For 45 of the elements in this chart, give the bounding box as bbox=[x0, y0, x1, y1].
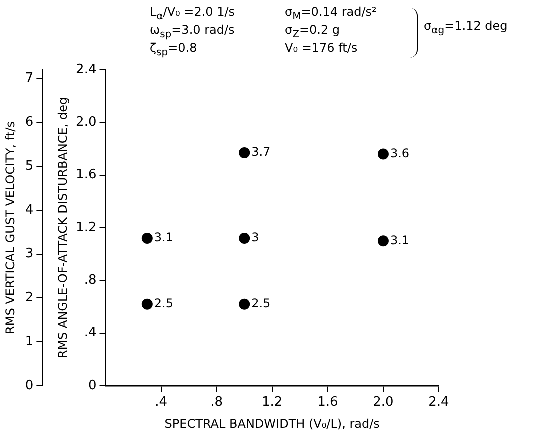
x-tick-label: 1.2 bbox=[262, 395, 283, 410]
y2-tick-label: 4 bbox=[25, 202, 34, 218]
y-tick-label: 1.6 bbox=[76, 168, 97, 183]
y2-tick-label: 6 bbox=[25, 115, 34, 130]
y2-axis-title: RMS VERTICAL GUST VELOCITY, ft/s bbox=[3, 122, 18, 334]
y2-tick-label: 1 bbox=[25, 334, 34, 350]
text: σ$_{M}$=0.14 rad/s² bbox=[285, 5, 377, 22]
point bbox=[239, 147, 250, 158]
x-axis-title: SPECTRAL BANDWIDTH (V₀/L), rad/s bbox=[164, 416, 380, 431]
text: ζ$_{sp}$=0.8 bbox=[150, 40, 198, 60]
y2-tick-label: 0 bbox=[25, 378, 34, 394]
point bbox=[378, 148, 389, 160]
y2-tick-label: 2 bbox=[25, 290, 34, 306]
x-tick-label: .8 bbox=[210, 395, 224, 410]
x-tick-label: 2.0 bbox=[373, 395, 394, 410]
y-axis-title: RMS ANGLE-OF-ATTACK DISTURBANCE, deg bbox=[56, 97, 70, 359]
y-tick-label: 2.0 bbox=[76, 115, 97, 130]
y2-tick-label: 7 bbox=[25, 71, 34, 86]
y2-tick-label: 5 bbox=[25, 158, 34, 174]
y-tick-label: 0 bbox=[88, 378, 97, 394]
annotation: 3.1 bbox=[154, 230, 174, 245]
annotation: 3 bbox=[252, 230, 260, 245]
x-tick-label: 1.6 bbox=[318, 395, 338, 410]
y-tick-label: 1.2 bbox=[76, 220, 97, 236]
y-tick-label: .8 bbox=[84, 273, 97, 288]
text: σ$_{αg}$=1.12 deg bbox=[424, 18, 508, 38]
point bbox=[239, 298, 250, 310]
x-tick-label: 2.4 bbox=[428, 395, 450, 410]
text: V₀ =176 ft/s bbox=[285, 40, 358, 56]
annotation: 3.6 bbox=[390, 146, 410, 160]
text: ω$_{sp}$=3.0 rad/s bbox=[150, 23, 235, 40]
y-tick-label: 2.4 bbox=[76, 62, 97, 78]
point bbox=[239, 233, 250, 244]
annotation: 2.5 bbox=[154, 296, 174, 310]
y2-tick-label: 3 bbox=[25, 246, 34, 262]
text: L$_{α}$/V₀ =2.0 1/s bbox=[150, 5, 236, 22]
point bbox=[142, 233, 153, 244]
annotation: 2.5 bbox=[252, 296, 271, 310]
point bbox=[378, 236, 389, 247]
point bbox=[142, 298, 153, 310]
x-tick-label: .4 bbox=[155, 395, 168, 410]
annotation: 3.1 bbox=[390, 233, 410, 248]
annotation: 3.7 bbox=[252, 145, 271, 160]
y-tick-label: .4 bbox=[84, 326, 97, 341]
text: σ$_{Z}$=0.2 g bbox=[285, 23, 340, 40]
